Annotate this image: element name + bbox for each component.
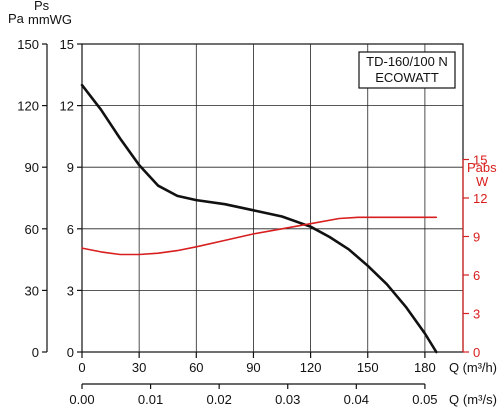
pressure-curve: [80, 83, 438, 354]
m3s-tick-label: 0.05: [412, 392, 437, 407]
mmwg-tick-label: 9: [67, 160, 74, 175]
m3h-tick-label: 180: [414, 360, 436, 375]
power-tick-label: 3: [473, 307, 480, 322]
mmwg-tick-label: 0: [67, 345, 74, 360]
mmwg-tick-label: 3: [67, 283, 74, 298]
m3h-tick-label: 120: [300, 360, 322, 375]
model-name: TD-160/100 N: [366, 54, 448, 69]
axes-layer: Pa0306090120150PsmmWG03691215PabsW036912…: [8, 0, 497, 407]
m3s-tick-label: 0.00: [69, 392, 94, 407]
m3s-tick-label: 0.04: [344, 392, 369, 407]
watt-axis-label: W: [476, 174, 489, 189]
power-tick-label: 0: [473, 345, 480, 360]
m3h-tick-label: 60: [189, 360, 203, 375]
grid: [81, 43, 464, 353]
m3s-axis-label: Q (m³/s): [449, 392, 497, 407]
mmwg-tick-label: 6: [67, 222, 74, 237]
pa-axis-label: Pa: [8, 11, 25, 26]
m3h-tick-label: 0: [78, 360, 85, 375]
m3s-tick-label: 0.03: [275, 392, 300, 407]
m3h-tick-label: 90: [246, 360, 260, 375]
pabs-axis-label: Pabs: [467, 160, 497, 175]
series-layer: [80, 83, 438, 354]
power-tick-label: 6: [473, 268, 480, 283]
pa-tick-label: 120: [17, 99, 39, 114]
m3h-tick-label: 30: [132, 360, 146, 375]
m3h-axis-label: Q (m³/h): [449, 360, 497, 375]
pa-tick-label: 30: [25, 283, 39, 298]
pa-tick-label: 60: [25, 222, 39, 237]
mmwg-axis-label: mmWG: [28, 12, 72, 27]
m3h-tick-label: 150: [357, 360, 379, 375]
pa-tick-label: 0: [32, 345, 39, 360]
power-curve: [81, 216, 438, 256]
model-box-frame: [358, 51, 456, 89]
mmwg-tick-label: 15: [60, 37, 74, 52]
mmwg-tick-label: 12: [60, 99, 74, 114]
pa-tick-label: 150: [17, 37, 39, 52]
model-variant: ECOWATT: [375, 70, 439, 85]
power-tick-label: 12: [473, 191, 487, 206]
m3s-tick-label: 0.01: [138, 392, 163, 407]
pa-tick-label: 90: [25, 160, 39, 175]
ps-axis-label: Ps: [34, 0, 50, 13]
power-tick-label: 15: [473, 153, 487, 168]
power-tick-label: 9: [473, 230, 480, 245]
m3s-tick-label: 0.02: [207, 392, 232, 407]
